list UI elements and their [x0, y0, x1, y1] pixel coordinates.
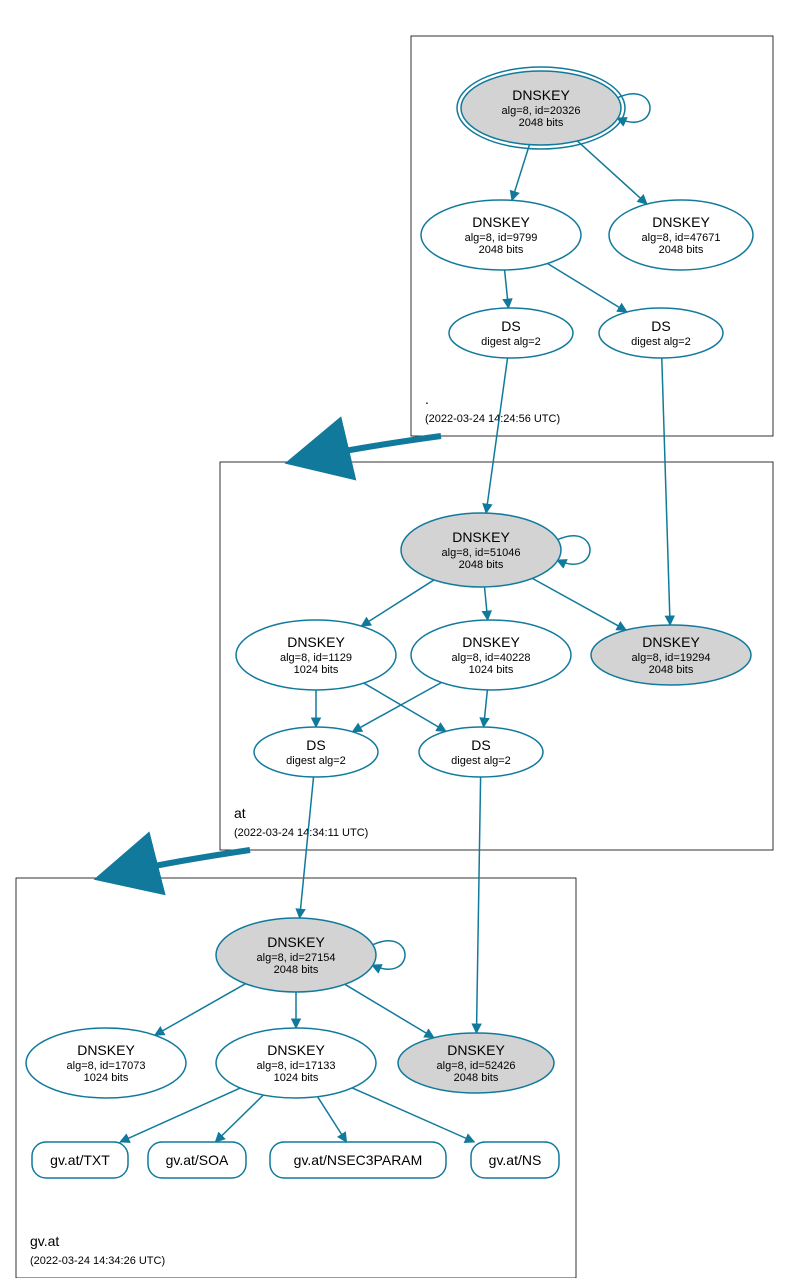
- svg-text:alg=8, id=20326: alg=8, id=20326: [502, 105, 581, 117]
- node-n7: DNSKEY alg=8, id=11291024 bits: [236, 620, 396, 690]
- node-n3: DNSKEY alg=8, id=476712048 bits: [609, 200, 753, 270]
- svg-text:2048 bits: 2048 bits: [649, 664, 694, 676]
- zone-label-gvat: gv.at: [30, 1233, 59, 1249]
- node-n10: DS digest alg=2: [254, 727, 378, 777]
- svg-text:alg=8, id=52426: alg=8, id=52426: [437, 1060, 516, 1072]
- svg-text:1024 bits: 1024 bits: [469, 664, 514, 676]
- svg-text:gv.at/TXT: gv.at/TXT: [50, 1152, 110, 1168]
- svg-text:DNSKEY: DNSKEY: [512, 87, 570, 103]
- zone-timestamp-root: (2022-03-24 14:24:56 UTC): [425, 413, 560, 425]
- svg-text:alg=8, id=47671: alg=8, id=47671: [642, 232, 721, 244]
- svg-text:1024 bits: 1024 bits: [294, 664, 339, 676]
- svg-text:DS: DS: [471, 737, 490, 753]
- node-n12: DNSKEY alg=8, id=271542048 bits: [216, 918, 376, 992]
- svg-text:gv.at/SOA: gv.at/SOA: [166, 1152, 229, 1168]
- node-n13: DNSKEY alg=8, id=170731024 bits: [26, 1028, 186, 1098]
- node-n2: DNSKEY alg=8, id=97992048 bits: [421, 200, 581, 270]
- svg-text:DNSKEY: DNSKEY: [652, 214, 710, 230]
- svg-text:DS: DS: [501, 318, 520, 334]
- svg-text:digest alg=2: digest alg=2: [286, 755, 346, 767]
- svg-text:DNSKEY: DNSKEY: [77, 1042, 135, 1058]
- svg-text:alg=8, id=51046: alg=8, id=51046: [442, 547, 521, 559]
- svg-text:2048 bits: 2048 bits: [459, 559, 504, 571]
- svg-text:1024 bits: 1024 bits: [84, 1072, 129, 1084]
- node-n18: gv.at/NSEC3PARAM: [270, 1142, 446, 1178]
- svg-text:DNSKEY: DNSKEY: [642, 634, 700, 650]
- svg-text:DNSKEY: DNSKEY: [472, 214, 530, 230]
- svg-text:alg=8, id=1129: alg=8, id=1129: [280, 652, 352, 664]
- zone-label-at: at: [234, 805, 246, 821]
- svg-text:alg=8, id=9799: alg=8, id=9799: [465, 232, 538, 244]
- svg-text:2048 bits: 2048 bits: [519, 117, 564, 129]
- svg-text:alg=8, id=27154: alg=8, id=27154: [257, 952, 336, 964]
- svg-text:DNSKEY: DNSKEY: [462, 634, 520, 650]
- node-n17: gv.at/SOA: [148, 1142, 246, 1178]
- svg-text:DNSKEY: DNSKEY: [447, 1042, 505, 1058]
- svg-text:2048 bits: 2048 bits: [274, 964, 319, 976]
- zone-timestamp-gvat: (2022-03-24 14:34:26 UTC): [30, 1255, 165, 1267]
- node-n9: DNSKEY alg=8, id=192942048 bits: [591, 625, 751, 685]
- node-n11: DS digest alg=2: [419, 727, 543, 777]
- node-n14: DNSKEY alg=8, id=171331024 bits: [216, 1028, 376, 1098]
- svg-text:alg=8, id=17133: alg=8, id=17133: [257, 1060, 336, 1072]
- svg-text:alg=8, id=19294: alg=8, id=19294: [632, 652, 711, 664]
- dnssec-diagram: . (2022-03-24 14:24:56 UTC) at (2022-03-24 …: [0, 0, 789, 1278]
- svg-text:DNSKEY: DNSKEY: [452, 529, 510, 545]
- node-n8: DNSKEY alg=8, id=402281024 bits: [411, 620, 571, 690]
- svg-text:2048 bits: 2048 bits: [479, 244, 524, 256]
- zone-timestamp-at: (2022-03-24 14:34:11 UTC): [234, 827, 368, 839]
- svg-text:DS: DS: [651, 318, 670, 334]
- svg-text:DNSKEY: DNSKEY: [267, 934, 325, 950]
- node-n4: DS digest alg=2: [449, 308, 573, 358]
- node-n6: DNSKEY alg=8, id=510462048 bits: [401, 513, 561, 587]
- svg-text:alg=8, id=40228: alg=8, id=40228: [452, 652, 531, 664]
- svg-text:DS: DS: [306, 737, 325, 753]
- svg-text:digest alg=2: digest alg=2: [451, 755, 511, 767]
- node-n16: gv.at/TXT: [32, 1142, 128, 1178]
- svg-text:2048 bits: 2048 bits: [454, 1072, 499, 1084]
- zone-label-root: .: [425, 391, 429, 407]
- svg-text:digest alg=2: digest alg=2: [631, 336, 691, 348]
- svg-text:digest alg=2: digest alg=2: [481, 336, 541, 348]
- svg-text:alg=8, id=17073: alg=8, id=17073: [67, 1060, 146, 1072]
- node-n19: gv.at/NS: [471, 1142, 559, 1178]
- svg-text:DNSKEY: DNSKEY: [287, 634, 345, 650]
- svg-text:DNSKEY: DNSKEY: [267, 1042, 325, 1058]
- node-n15: DNSKEY alg=8, id=524262048 bits: [398, 1033, 554, 1093]
- node-n5: DS digest alg=2: [599, 308, 723, 358]
- svg-text:1024 bits: 1024 bits: [274, 1072, 319, 1084]
- svg-text:2048 bits: 2048 bits: [659, 244, 704, 256]
- svg-text:gv.at/NSEC3PARAM: gv.at/NSEC3PARAM: [294, 1152, 423, 1168]
- node-n1: DNSKEY alg=8, id=203262048 bits: [457, 67, 625, 149]
- svg-text:gv.at/NS: gv.at/NS: [489, 1152, 542, 1168]
